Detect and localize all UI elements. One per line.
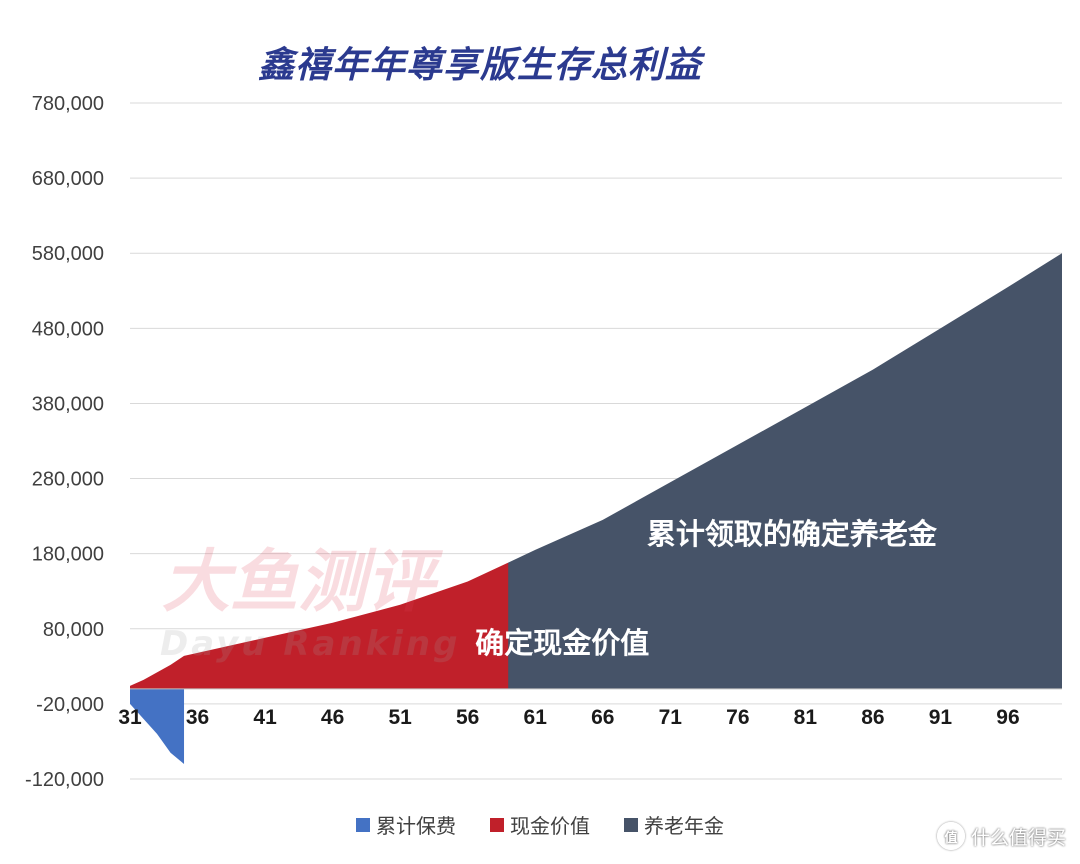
x-tick-label: 71 xyxy=(659,706,683,729)
y-tick-label: 580,000 xyxy=(32,243,104,265)
annotation-label: 确定现金价值 xyxy=(475,626,649,660)
y-tick-label: -20,000 xyxy=(36,694,104,716)
x-tick-label: 96 xyxy=(996,706,1019,729)
y-tick-label: 80,000 xyxy=(43,619,104,641)
brand-watermark: 大鱼测评 Dayu Ranking xyxy=(160,543,460,664)
legend-label-annuity: 养老年金 xyxy=(644,814,724,838)
site-name: 什么值得买 xyxy=(970,826,1066,849)
legend-swatch-premium xyxy=(356,817,370,832)
x-tick-label: 81 xyxy=(794,706,818,729)
series-area-annuity xyxy=(508,253,1063,689)
x-tick-label: 56 xyxy=(456,706,479,729)
y-tick-label: 180,000 xyxy=(32,544,104,566)
x-tick-label: 66 xyxy=(591,706,614,729)
watermark-sub-text: Dayu Ranking xyxy=(160,624,460,664)
x-tick-label: 31 xyxy=(118,706,142,729)
site-logo-icon: 值 xyxy=(936,822,965,850)
legend-item-cash-value: 现金价值 xyxy=(490,810,590,839)
x-tick-label: 51 xyxy=(388,706,412,729)
x-tick-label: 86 xyxy=(861,706,884,729)
y-tick-label: -120,000 xyxy=(25,769,104,791)
gridlines xyxy=(130,102,1062,780)
x-tick-label: 46 xyxy=(321,706,344,729)
legend: 累计保费 现金价值 养老年金 xyxy=(0,810,1080,839)
legend-swatch-annuity xyxy=(624,817,638,832)
x-tick-label: 91 xyxy=(929,706,953,729)
legend-label-cash-value: 现金价值 xyxy=(510,814,590,838)
y-axis-labels: 780,000 680,000 580,000 480,000 380,000 280,0… xyxy=(25,93,104,791)
y-tick-label: 480,000 xyxy=(32,318,104,340)
chart-title: 鑫禧年年尊享版生存总利益 xyxy=(258,45,703,86)
x-tick-label: 36 xyxy=(186,706,209,729)
y-tick-label: 280,000 xyxy=(32,469,104,491)
watermark-main-text: 大鱼测评 xyxy=(162,543,444,622)
x-axis-labels: 31 36 41 46 51 56 61 66 71 76 81 86 91 96 xyxy=(118,706,1019,729)
legend-label-premium: 累计保费 xyxy=(376,814,456,838)
y-tick-label: 680,000 xyxy=(32,168,104,190)
series-area-premium xyxy=(130,688,185,764)
y-tick-label: 380,000 xyxy=(32,393,104,415)
legend-item-annuity: 养老年金 xyxy=(624,810,724,839)
legend-item-premium: 累计保费 xyxy=(356,810,456,839)
annotation-label: 累计领取的确定养老金 xyxy=(647,517,938,551)
legend-swatch-cash-value xyxy=(490,817,504,832)
site-watermark: 值 什么值得买 xyxy=(936,822,1066,850)
x-tick-label: 41 xyxy=(253,706,277,729)
series-areas xyxy=(130,253,1063,764)
x-tick-label: 76 xyxy=(726,706,749,729)
x-tick-label: 61 xyxy=(524,706,548,729)
y-tick-label: 780,000 xyxy=(32,93,104,115)
